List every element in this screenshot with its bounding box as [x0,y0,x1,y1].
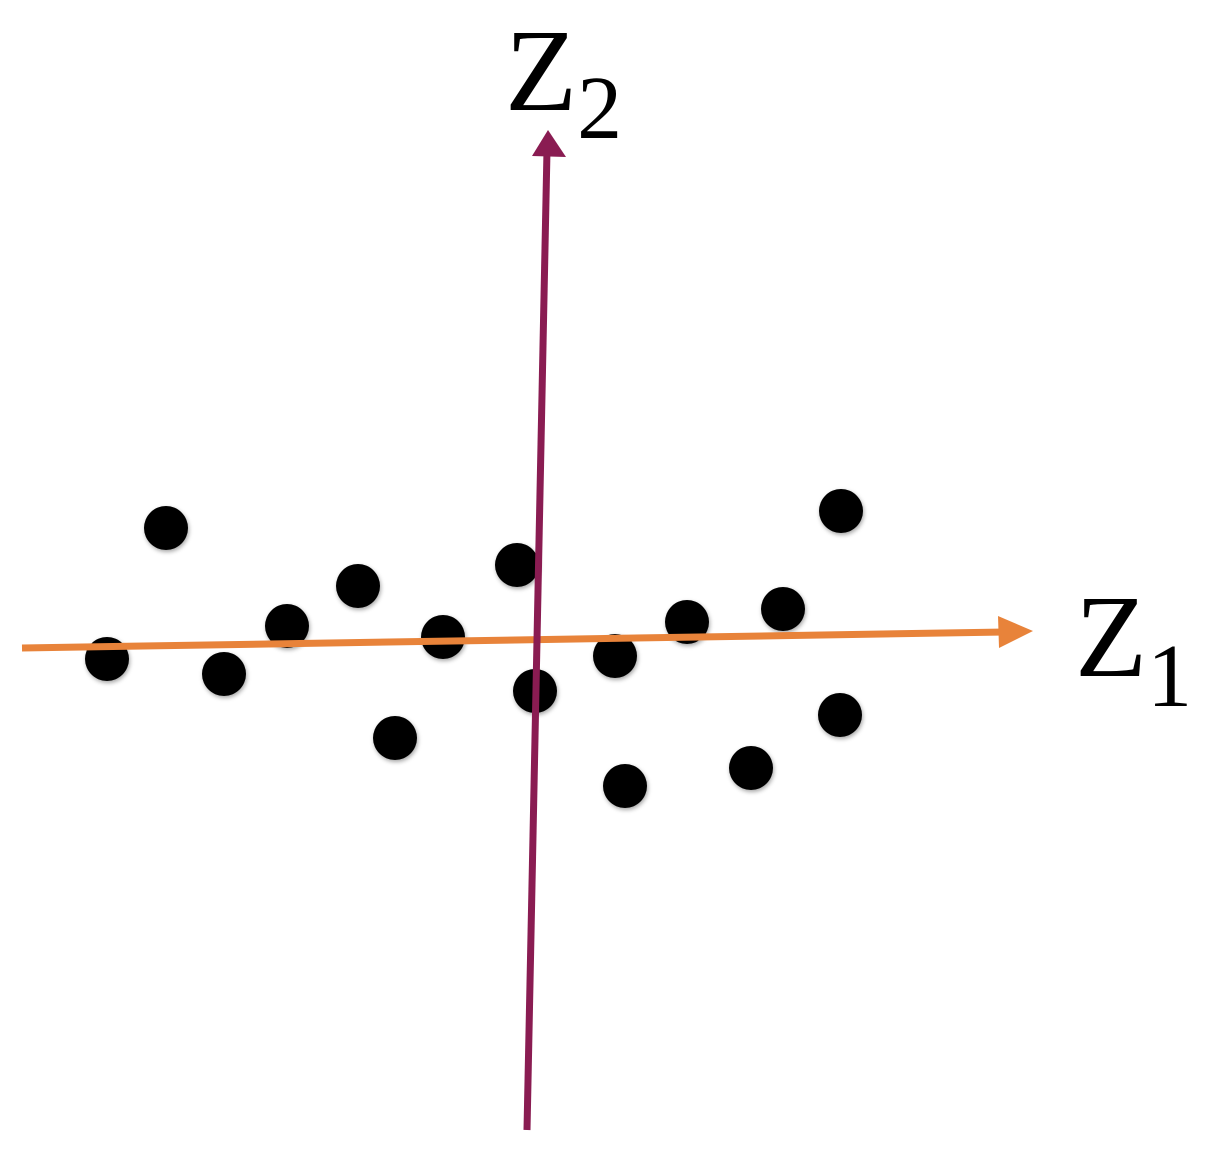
data-point [421,615,465,659]
z2-axis-arrow [523,130,566,1131]
data-point [729,746,773,790]
data-point [495,543,539,587]
data-point [819,489,863,533]
data-point [818,693,862,737]
z2-axis-label: Z2 [505,5,622,158]
data-point [336,564,380,608]
data-point [593,634,637,678]
z1-axis-label: Z1 [1075,571,1192,726]
data-point [665,600,709,644]
data-point [265,604,309,648]
data-point [761,587,805,631]
data-point [202,652,246,696]
data-point [603,764,647,808]
data-point [373,716,417,760]
data-point [144,506,188,550]
z1-axis-arrow [21,616,1033,652]
